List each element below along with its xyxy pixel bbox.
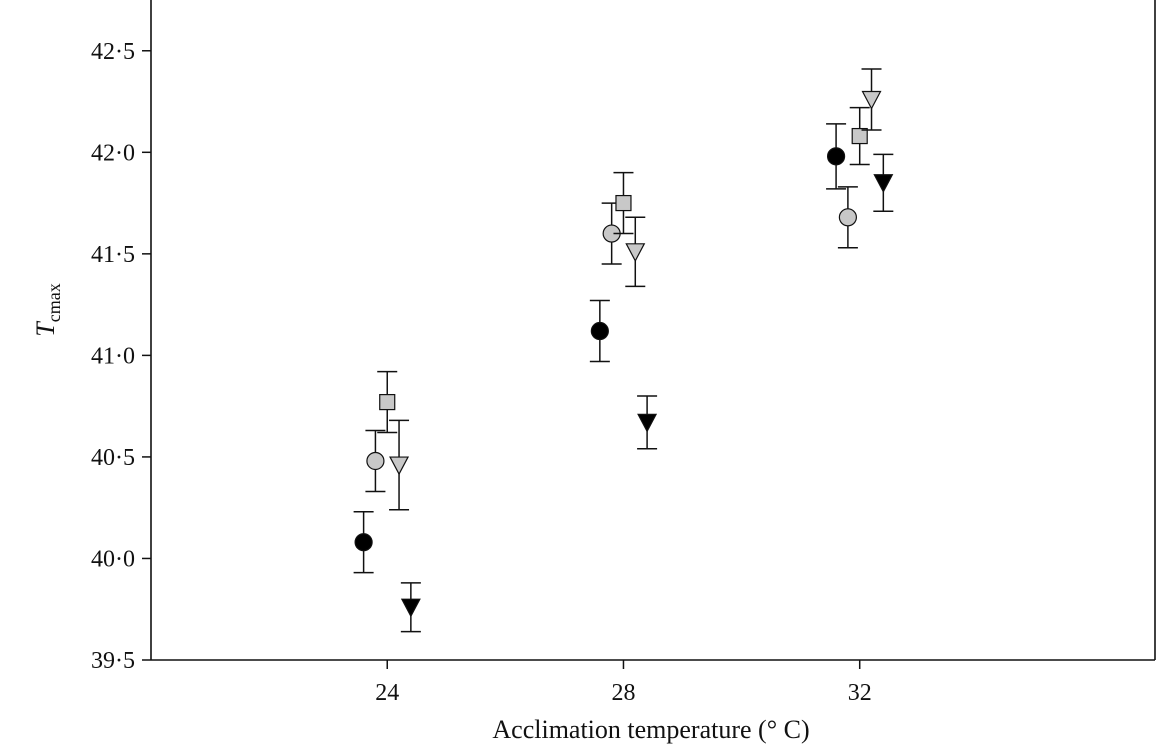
y-tick-label: 40·5 bbox=[91, 445, 135, 471]
y-axis-label-sub: cmax bbox=[44, 283, 64, 322]
data-point bbox=[379, 393, 396, 411]
data-point bbox=[826, 147, 846, 166]
data-point bbox=[354, 533, 373, 552]
y-axis-ticks: 39·5 40·0 40·5 41·0 41·5 42·0 42·5 bbox=[91, 39, 151, 674]
series-0 bbox=[353, 123, 847, 574]
y-tick-label: 41·5 bbox=[91, 242, 135, 268]
series-1 bbox=[365, 186, 858, 493]
data-point bbox=[838, 208, 857, 227]
series-2 bbox=[377, 106, 870, 434]
data-point bbox=[400, 598, 421, 618]
data-point bbox=[366, 451, 385, 471]
data-point bbox=[873, 174, 894, 194]
y-tick-label: 39·5 bbox=[91, 648, 135, 674]
y-tick-label: 41·0 bbox=[91, 343, 135, 369]
data-point bbox=[851, 127, 868, 145]
y-tick-label: 42·5 bbox=[91, 39, 135, 65]
series-3 bbox=[389, 68, 882, 511]
data-point bbox=[625, 243, 646, 263]
y-tick-label: 42·0 bbox=[91, 140, 135, 166]
data-point bbox=[615, 194, 632, 212]
x-tick-label: 28 bbox=[611, 680, 635, 706]
y-axis-label: Tcmax bbox=[31, 283, 64, 336]
data-point bbox=[389, 456, 410, 476]
x-axis-ticks: 24 28 32 bbox=[375, 660, 872, 706]
x-tick-label: 24 bbox=[375, 680, 399, 706]
x-axis-label: Acclimation temperature (° C) bbox=[492, 715, 809, 744]
y-axis-label-main: T bbox=[31, 321, 60, 337]
data-marks bbox=[353, 68, 894, 633]
data-point bbox=[637, 413, 658, 433]
y-tick-label: 40·0 bbox=[91, 546, 135, 572]
data-point bbox=[590, 321, 609, 341]
series-4 bbox=[400, 153, 894, 633]
axes bbox=[150, 0, 1156, 661]
x-tick-label: 32 bbox=[848, 680, 872, 706]
data-point bbox=[861, 90, 882, 110]
